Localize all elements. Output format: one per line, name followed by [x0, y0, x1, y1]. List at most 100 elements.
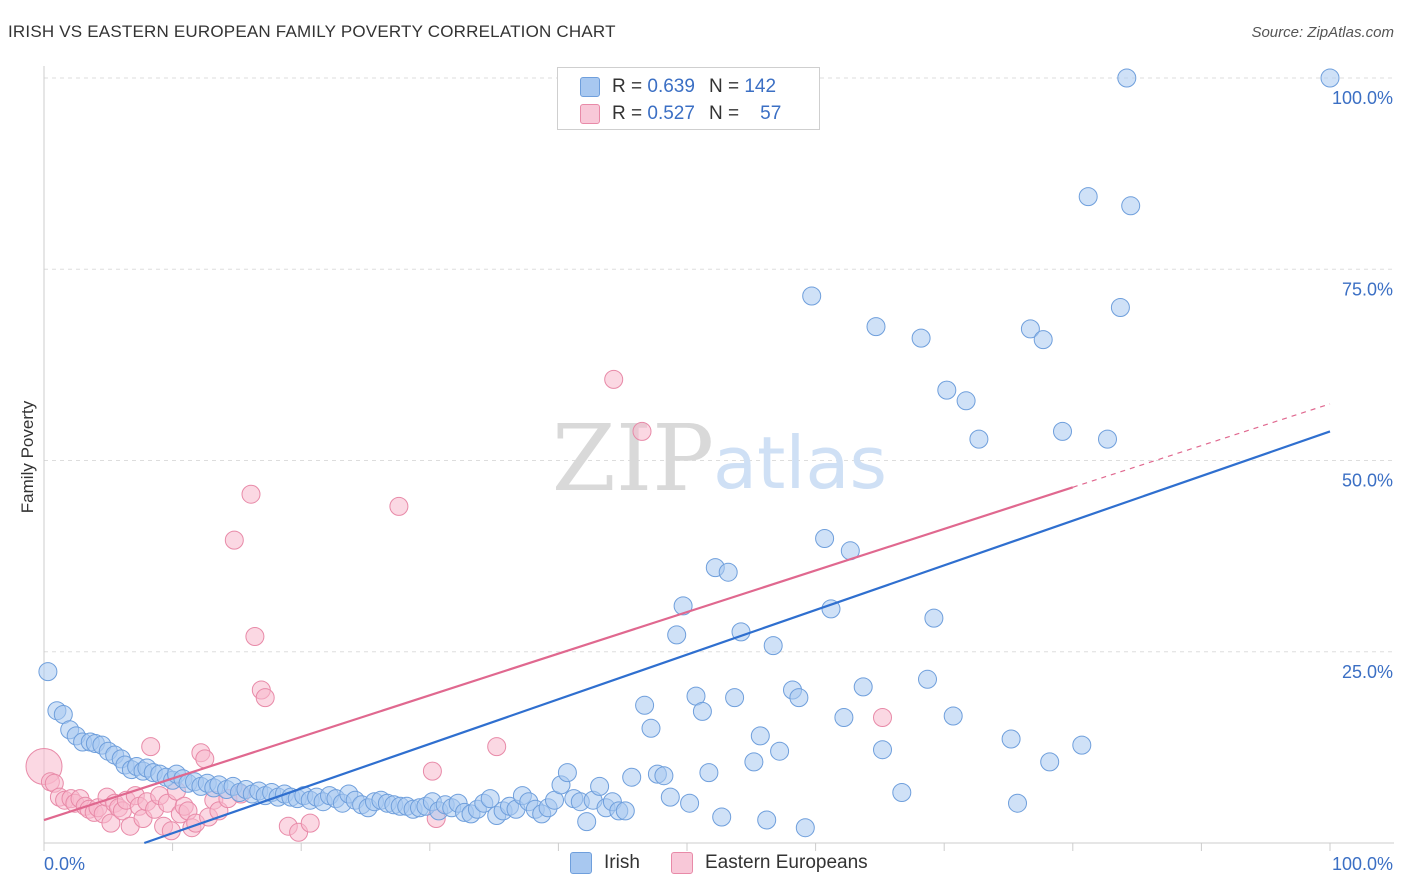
irish-point [853, 677, 873, 697]
irish-point [1078, 187, 1098, 207]
east-point [487, 737, 507, 757]
irish-point [712, 807, 732, 827]
irish-point [654, 766, 674, 786]
east-point [389, 496, 409, 516]
eastern-europeans-swatch [671, 852, 693, 874]
irish-point [892, 783, 912, 802]
irish-point [956, 391, 976, 411]
r-value: 0.639 [647, 76, 695, 97]
irish-point [969, 429, 989, 449]
irish-point [590, 776, 610, 796]
east-point [101, 813, 121, 833]
eastern-europeans-trend-line [43, 486, 1074, 822]
irish-point [480, 789, 500, 809]
irish-point [866, 317, 886, 337]
irish-point [757, 810, 777, 830]
y-tick-labels: 25.0% 50.0% 75.0% 100.0% [1332, 88, 1393, 682]
watermark: ZIP atlas [552, 405, 887, 512]
irish-point [38, 662, 58, 682]
irish-point [750, 726, 770, 746]
irish-point [673, 596, 693, 616]
east-point [141, 737, 161, 757]
irish-point [924, 608, 944, 628]
irish-point [770, 741, 790, 761]
n-label: N = [708, 76, 740, 97]
irish-point [615, 801, 635, 821]
irish-point [1320, 68, 1340, 88]
x-tick-label-max: 100.0% [1332, 854, 1393, 874]
east-point [245, 627, 265, 646]
y-tick-label: 75.0% [1342, 279, 1393, 299]
irish-point [1072, 735, 1092, 755]
irish-point [1033, 330, 1053, 350]
n-value: 142 [744, 76, 777, 97]
east-point [241, 484, 261, 504]
watermark-atlas: atlas [713, 421, 887, 505]
irish-point [557, 763, 577, 783]
irish-point [577, 812, 597, 832]
irish-point [680, 793, 700, 813]
irish-point [1053, 421, 1072, 441]
n-label: N = [708, 103, 740, 124]
east-point [224, 530, 244, 550]
source-label: Source: ZipAtlas.com [1251, 24, 1394, 41]
irish-point [1110, 298, 1130, 317]
irish-point [1098, 429, 1117, 449]
irish-point [1001, 729, 1021, 749]
irish-point [718, 562, 738, 582]
stats-legend: R = 0.639 N = 142 R = 0.527 N = 57 [557, 67, 820, 130]
irish-point [911, 328, 931, 348]
irish-point [1040, 752, 1060, 772]
irish-point [635, 695, 655, 715]
east-point [422, 761, 442, 781]
x-tick-label-min: 0.0% [44, 854, 85, 874]
irish-point [943, 706, 963, 726]
east-point [300, 813, 320, 833]
y-tick-label: 100.0% [1332, 88, 1393, 108]
n-value: 57 [760, 103, 782, 124]
eastern-europeans-swatch [580, 104, 600, 124]
irish-point [725, 688, 745, 708]
irish-point [699, 763, 719, 783]
irish-point [1117, 68, 1137, 88]
y-tick-label: 25.0% [1342, 662, 1393, 682]
irish-swatch [580, 77, 600, 97]
irish-point [795, 818, 815, 838]
chart-title: IRISH VS EASTERN EUROPEAN FAMILY POVERTY… [8, 22, 616, 41]
irish-point [802, 286, 822, 306]
trend-lines [43, 403, 1331, 845]
legend-item-irish[interactable]: Irish [570, 852, 640, 874]
irish-point [744, 752, 764, 772]
irish-point [763, 636, 783, 656]
irish-point [873, 740, 892, 760]
irish-point [834, 708, 854, 727]
irish-swatch [570, 852, 592, 874]
legend-row-irish: R = 0.639 N = 142 [580, 75, 776, 99]
irish-point [622, 767, 642, 787]
irish-trend-line [143, 430, 1331, 845]
east-point [873, 708, 892, 727]
legend-label: Eastern Europeans [705, 852, 868, 873]
r-label: R = [612, 103, 643, 124]
irish-point [789, 688, 809, 708]
east-point [255, 688, 275, 708]
irish-point [660, 787, 680, 807]
irish-point [1121, 196, 1141, 216]
r-label: R = [612, 76, 643, 97]
irish-point [1020, 319, 1040, 339]
series-legend: Irish Eastern Europeans [0, 852, 1406, 878]
east-point [604, 369, 624, 389]
irish-point [667, 625, 687, 645]
irish-point [1008, 793, 1027, 813]
watermark-zip: ZIP [552, 405, 714, 512]
irish-point [815, 529, 835, 548]
legend-item-eastern-europeans[interactable]: Eastern Europeans [671, 852, 868, 874]
r-value: 0.527 [647, 103, 695, 124]
x-tick-labels: 0.0% 100.0% [44, 854, 1393, 874]
irish-point [918, 669, 937, 689]
east-point [632, 421, 652, 441]
y-tick-label: 50.0% [1342, 471, 1393, 491]
irish-point [692, 701, 712, 721]
legend-label: Irish [604, 852, 640, 873]
